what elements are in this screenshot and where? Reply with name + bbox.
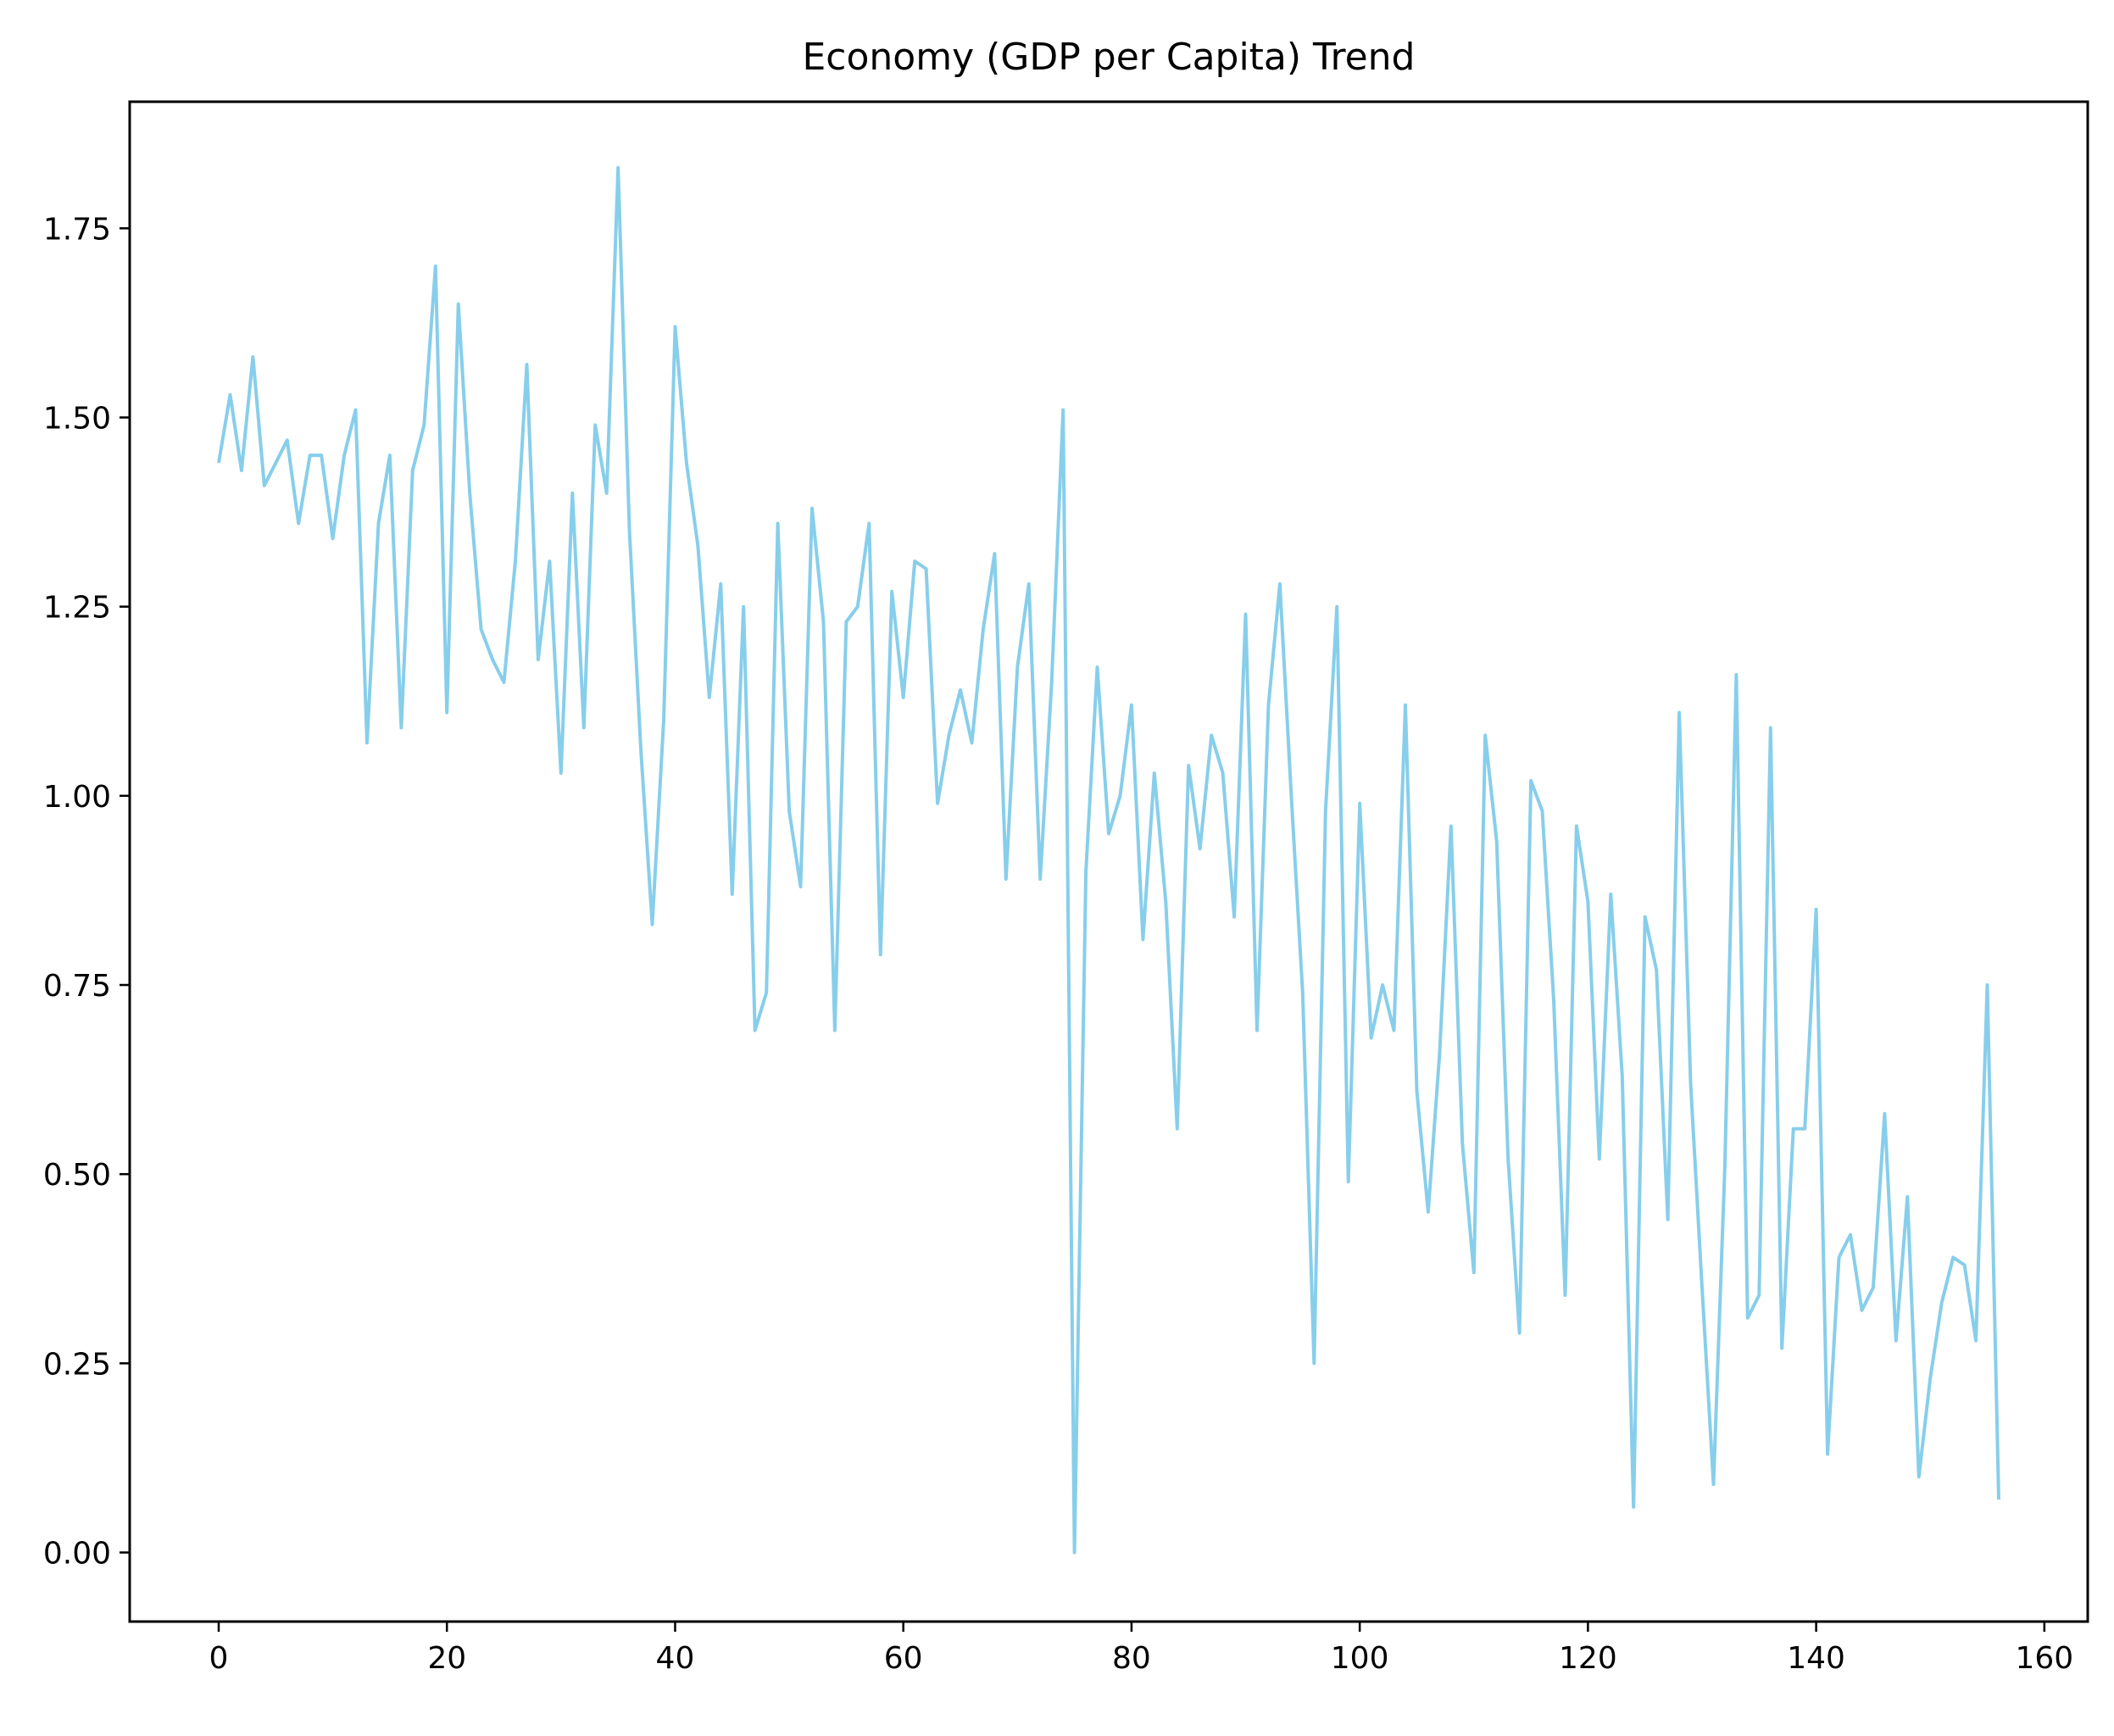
y-tick-label: 1.75 xyxy=(43,212,111,247)
y-tick-label: 0.75 xyxy=(43,969,111,1004)
x-tick-label: 60 xyxy=(884,1641,923,1676)
x-tick-label: 20 xyxy=(427,1641,466,1676)
y-tick-label: 1.00 xyxy=(43,780,111,815)
x-tick-label: 100 xyxy=(1331,1641,1389,1676)
y-tick-label: 1.50 xyxy=(43,402,111,437)
series-line xyxy=(217,165,2000,1555)
y-tick-label: 0.25 xyxy=(43,1347,111,1382)
x-tick-label: 120 xyxy=(1559,1641,1617,1676)
x-tick-label: 40 xyxy=(656,1641,695,1676)
x-tick-label: 160 xyxy=(2015,1641,2073,1676)
chart-title: Economy (GDP per Capita) Trend xyxy=(803,36,1416,79)
x-tick-label: 140 xyxy=(1787,1641,1845,1676)
y-axis: 0.00 0.25 0.50 0.75 1.00 1.25 1.50 1.75 xyxy=(43,212,130,1572)
x-tick-label: 80 xyxy=(1112,1641,1151,1676)
y-tick-label: 0.50 xyxy=(43,1158,111,1193)
y-tick-label: 0.00 xyxy=(43,1537,111,1572)
plot-frame xyxy=(128,100,2089,1623)
x-axis: 0 20 40 60 80 100 120 140 160 xyxy=(209,1622,2073,1676)
x-tick-label: 0 xyxy=(209,1641,229,1676)
y-tick-label: 1.25 xyxy=(43,591,111,626)
plot-area xyxy=(217,165,2000,1555)
